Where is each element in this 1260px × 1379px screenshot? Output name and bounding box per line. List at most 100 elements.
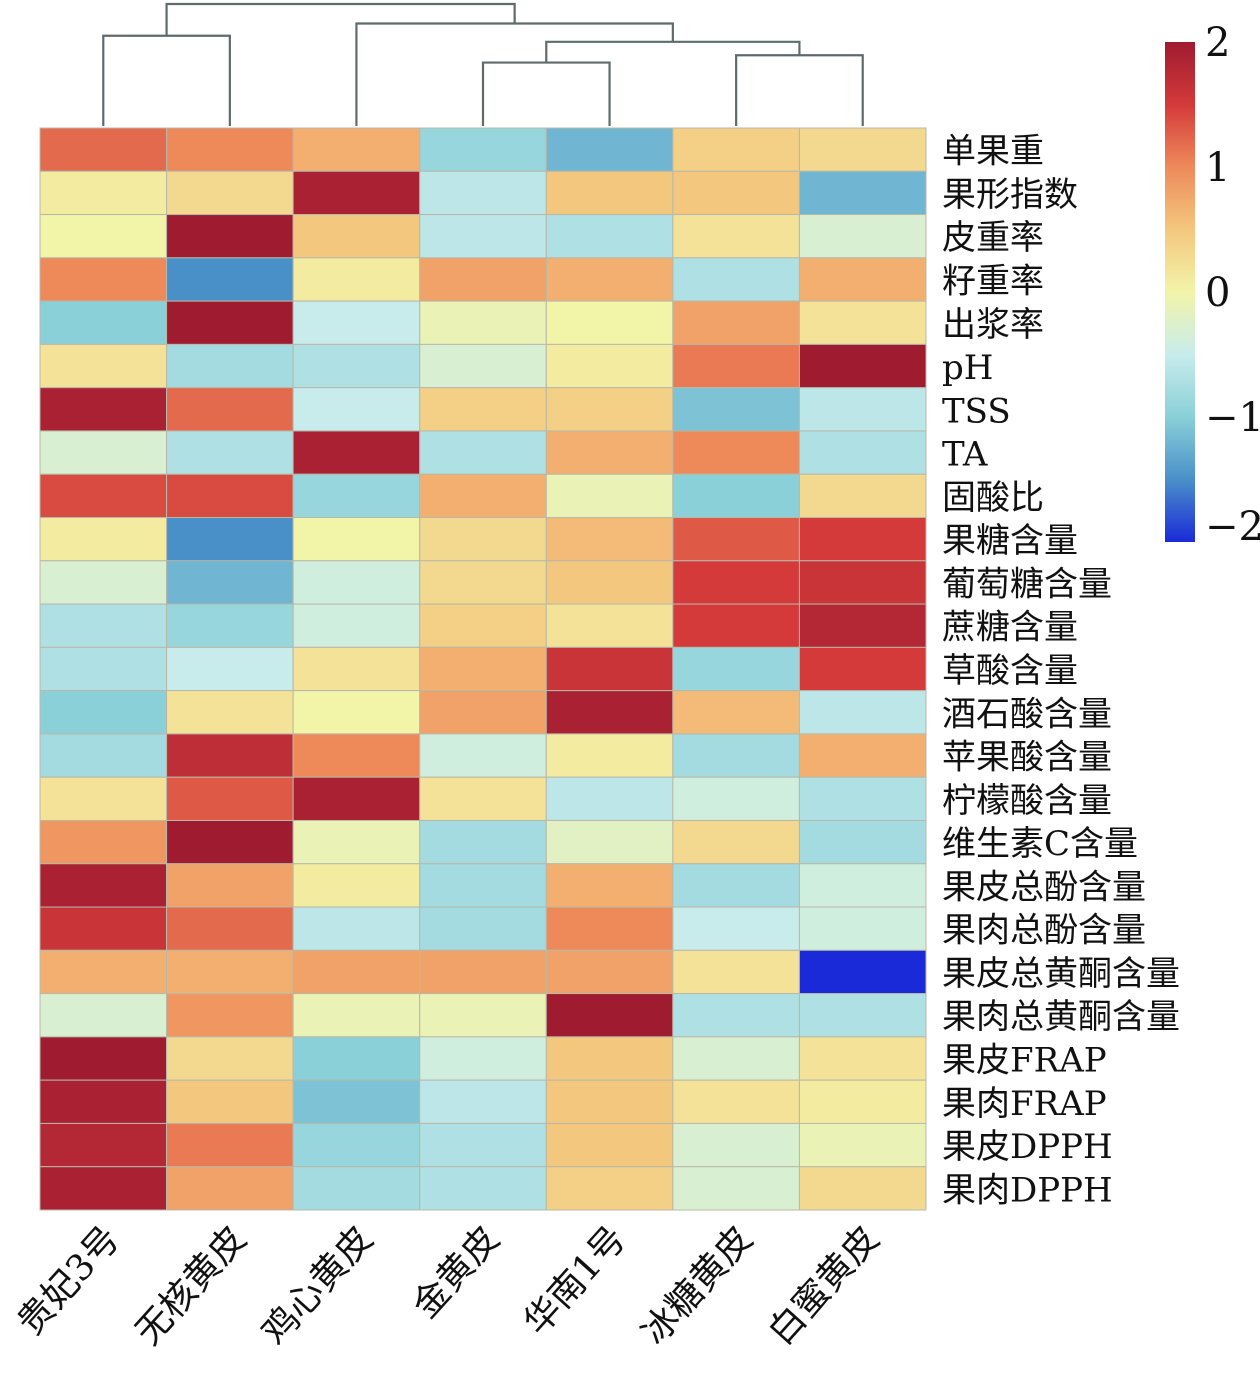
heatmap-cell [166, 343, 294, 389]
heatmap-cell [166, 517, 294, 562]
heatmap-cell [798, 949, 927, 995]
heatmap-cell [672, 387, 800, 432]
heatmap-cell [545, 603, 674, 648]
heatmap-cell [419, 906, 547, 951]
heatmap-cell [545, 127, 674, 172]
heatmap-cell [419, 560, 547, 605]
heatmap-cell [545, 430, 674, 475]
dendrogram-branch [735, 54, 864, 126]
heatmap-cell [545, 517, 674, 562]
heatmap-cell [672, 1166, 800, 1211]
heatmap-cell [166, 733, 294, 778]
heatmap-cell [798, 170, 927, 216]
heatmap-cell [545, 214, 674, 259]
heatmap-cell [292, 387, 421, 432]
heatmap-cell [39, 517, 168, 562]
dendrogram-branch [165, 2, 516, 36]
heatmap-cell [672, 473, 800, 519]
colorbar-tick-label: 2 [1205, 20, 1230, 66]
heatmap-cell [166, 387, 294, 432]
heatmap-cell [166, 646, 294, 692]
heatmap-cell [672, 733, 800, 778]
heatmap-cell [545, 949, 674, 995]
dendrogram-branch [481, 61, 611, 126]
heatmap-cell [798, 646, 927, 692]
heatmap-cell [39, 300, 168, 345]
heatmap-cell [672, 776, 800, 821]
row-label: 苹果酸含量 [942, 738, 1112, 778]
heatmap-cell [419, 1122, 547, 1168]
heatmap-cell [672, 1036, 800, 1081]
heatmap-cell [166, 993, 294, 1038]
heatmap-cell [292, 1036, 421, 1081]
heatmap-cell [545, 1036, 674, 1081]
heatmap-cell [798, 517, 927, 562]
row-label: 蔗糖含量 [942, 608, 1078, 648]
row-label: 出浆率 [942, 305, 1044, 345]
heatmap-cell [292, 949, 421, 995]
heatmap-cell [292, 430, 421, 475]
dendrogram-branch [102, 34, 231, 126]
heatmap-cell [672, 257, 800, 302]
heatmap-cells [39, 127, 927, 1211]
heatmap-cell [166, 949, 294, 995]
row-label: 果皮总黄酮含量 [942, 954, 1180, 994]
heatmap-cell [166, 1036, 294, 1081]
heatmap-cell [419, 733, 547, 778]
heatmap-cell [419, 1079, 547, 1124]
heatmap-cell [39, 646, 168, 692]
heatmap-cell [39, 170, 168, 216]
heatmap-cell [545, 300, 674, 345]
heatmap-cell [39, 1036, 168, 1081]
heatmap-cell [419, 819, 547, 865]
heatmap-cell [292, 170, 421, 216]
heatmap-cell [39, 473, 168, 519]
row-label: 草酸含量 [942, 651, 1078, 691]
heatmap-cell [798, 127, 927, 172]
heatmap-cell [419, 949, 547, 995]
heatmap-cell [39, 214, 168, 259]
heatmap-cell [672, 430, 800, 475]
column-label: 白蜜黄皮 [761, 1219, 888, 1353]
heatmap-cell [292, 517, 421, 562]
heatmap-cell [798, 1036, 927, 1081]
heatmap-cell [419, 776, 547, 821]
row-label: 果糖含量 [942, 521, 1078, 561]
row-label: 葡萄糖含量 [942, 564, 1112, 604]
row-label: 固酸比 [942, 478, 1044, 518]
row-label: 果皮DPPH [942, 1127, 1113, 1167]
heatmap-cell [798, 733, 927, 778]
heatmap-cell [419, 127, 547, 172]
heatmap-cell [545, 819, 674, 865]
heatmap-cell [419, 1166, 547, 1211]
row-label: 果皮总酚含量 [942, 867, 1146, 907]
heatmap-cell [39, 949, 168, 995]
column-dendrogram [102, 2, 864, 126]
heatmap-cell [292, 906, 421, 951]
heatmap-cell [419, 517, 547, 562]
heatmap-cell [798, 560, 927, 605]
heatmap-cell [545, 170, 674, 216]
heatmap-cell [39, 387, 168, 432]
colorbar-tick-label: 0 [1205, 270, 1230, 316]
heatmap-cell [39, 819, 168, 865]
column-label: 金黄皮 [405, 1219, 508, 1327]
heatmap-cell [798, 690, 927, 735]
heatmap-cell [672, 603, 800, 648]
heatmap-cell [545, 1166, 674, 1211]
heatmap-cell [798, 473, 927, 519]
heatmap-cell [672, 949, 800, 995]
column-label: 冰糖黄皮 [634, 1219, 761, 1353]
heatmap-cell [798, 993, 927, 1038]
heatmap-cell [798, 863, 927, 908]
heatmap-cell [419, 343, 547, 389]
colorbar-tick-label: 1 [1205, 145, 1230, 191]
heatmap-cell [292, 690, 421, 735]
row-label: 单果重 [942, 132, 1044, 172]
heatmap-cell [292, 1166, 421, 1211]
heatmap-cell [672, 343, 800, 389]
heatmap-cell [292, 300, 421, 345]
heatmap-cell [166, 1122, 294, 1168]
heatmap-cell [419, 170, 547, 216]
